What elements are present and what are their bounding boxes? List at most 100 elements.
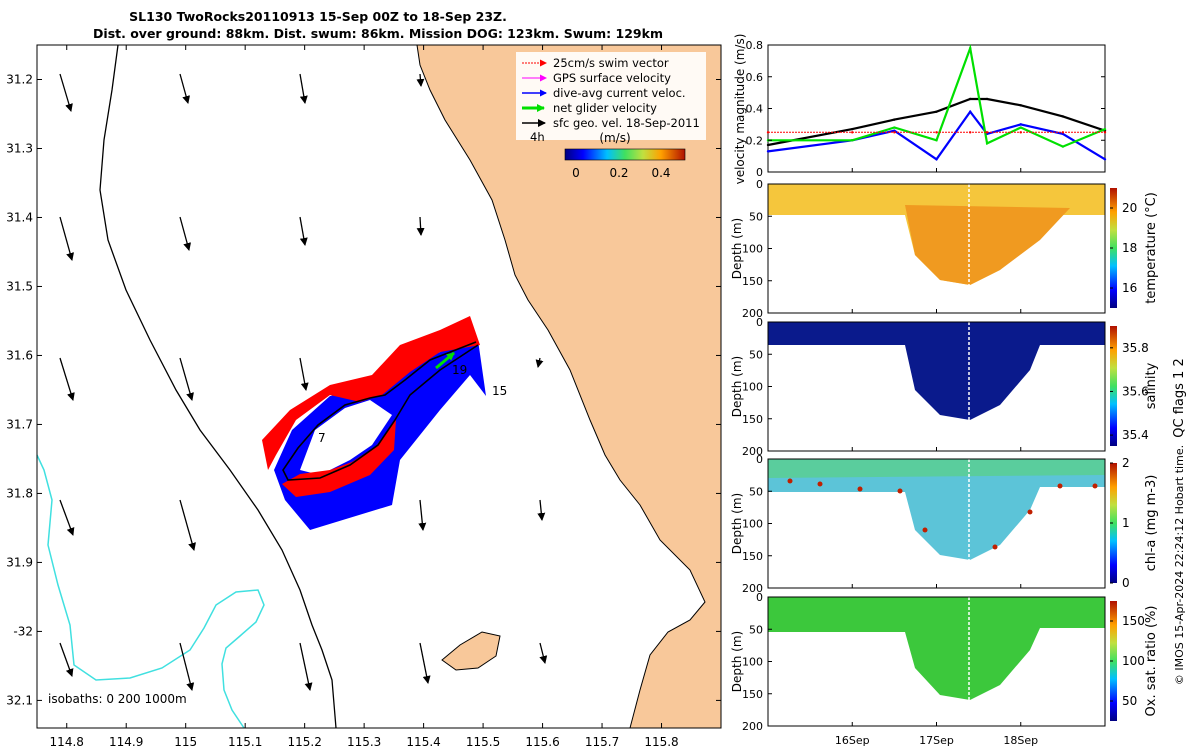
depth-tick-label: 50	[749, 210, 763, 223]
legend-label-sfc: sfc geo. vel. 18-Sep-2011	[553, 116, 700, 130]
velocity-point	[935, 139, 938, 142]
legend-label-swim: 25cm/s swim vector	[553, 56, 669, 70]
depth-tick-label: 150	[742, 550, 763, 563]
chla-surface-layer	[768, 459, 1105, 478]
oxygen-colorbar-label: Ox. sat. ratio (%)	[1144, 606, 1159, 717]
chla-field	[768, 459, 1105, 560]
velocity-arrow	[59, 499, 75, 536]
map-x-tick-label: 114.8	[50, 735, 84, 749]
velocity-point	[766, 131, 770, 134]
time-tick-label: 18Sep	[1003, 734, 1038, 747]
velocity-point	[1061, 131, 1065, 134]
map-x-tick-label: 115	[174, 735, 197, 749]
depth-tick-label: 100	[742, 656, 763, 669]
depth-tick-label: 0	[756, 453, 763, 466]
velocity-arrow	[59, 73, 73, 112]
velocity-point	[969, 46, 972, 50]
qc-flags-label: QC flags 1 2	[1172, 358, 1187, 437]
velocity-arrow	[179, 73, 190, 104]
map-x-tick-label: 115.7	[585, 735, 619, 749]
colorbar-tick-label: 35.4	[1122, 428, 1149, 442]
legend-box	[516, 52, 706, 140]
velocity-point	[969, 131, 972, 134]
qc-flag-markers	[787, 478, 1098, 550]
velocity-arrow	[299, 642, 313, 691]
colorbar-tick-label: 2	[1122, 456, 1130, 470]
map-frame	[36, 44, 722, 729]
track-label-mid: 19	[452, 363, 467, 377]
depth-axis-label: Depth (m)	[730, 356, 744, 417]
legend-label-current: dive-avg current veloc.	[553, 86, 686, 100]
velocity-arrow	[416, 216, 425, 236]
velocity-arrow	[535, 357, 544, 368]
velocity-point	[1103, 127, 1107, 131]
swim-vector-band	[262, 316, 480, 470]
figure-title-line2: Dist. over ground: 88km. Dist. swum: 86k…	[93, 26, 663, 41]
time-tick-label: 17Sep	[919, 734, 954, 747]
depth-tick-label: 0	[756, 316, 763, 329]
oxygen-colorbar	[1110, 601, 1117, 721]
map-colorbar: (m/s) 0 0.2 0.4	[564, 131, 686, 180]
velocity-arrow	[419, 642, 431, 684]
map-x-tick-label: 115.5	[466, 735, 500, 749]
map-y-tick-label: 31.9	[6, 555, 33, 569]
velocity-point	[1019, 104, 1022, 107]
velocity-arrow	[59, 642, 74, 677]
colorbar-tick-label: 35.8	[1122, 341, 1149, 355]
net-velocity-arrow	[435, 351, 455, 370]
colorbar-tick-label: 35.6	[1122, 384, 1149, 398]
oxygen-field	[768, 597, 1105, 700]
legend-tag: 4h	[530, 130, 545, 144]
depth-tick-label: 50	[749, 623, 763, 636]
qc-marker	[922, 527, 928, 533]
velocity-point	[851, 139, 854, 142]
qc-marker	[1092, 483, 1098, 489]
velocity-arrow	[59, 357, 75, 401]
velocity-arrow	[418, 499, 427, 531]
chla-panel: chl-a (mg m-3)	[767, 458, 1159, 589]
velocity-arrow	[59, 216, 74, 261]
velocity-y-tick-label: 0.8	[746, 39, 764, 52]
depth-tick-label: 100	[742, 243, 763, 256]
colorbar-tick-label: 16	[1122, 281, 1137, 295]
glider-track	[262, 316, 486, 530]
salinity-field	[768, 322, 1105, 420]
velocity-point	[1061, 145, 1065, 148]
velocity-point	[851, 127, 854, 131]
glider-path	[282, 341, 479, 481]
map-y-tick-label: 31.7	[6, 417, 33, 431]
velocity-ylabel: velocity magnitude (m/s)	[733, 34, 747, 185]
legend-label-gps: GPS surface velocity	[553, 71, 671, 85]
velocity-arrow	[539, 642, 548, 664]
swim-vector-band-lower	[282, 420, 396, 497]
map-x-tick-label: 114.9	[109, 735, 143, 749]
velocity-arrow	[299, 216, 308, 246]
velocity-point	[893, 131, 896, 134]
velocity-axes: 0 0.2 0.4 0.6 0.8	[746, 39, 1105, 179]
oxygen-panel: Ox. sat. ratio (%)	[767, 596, 1159, 727]
figure-title-line1: SL130 TwoRocks20110913 15-Sep 00Z to 18-…	[129, 9, 507, 24]
depth-axis-label: Depth (m)	[730, 218, 744, 279]
velocity-point	[893, 126, 896, 129]
salinity-colorbar-label: salinity	[1144, 362, 1159, 409]
track-label-end: 15	[492, 384, 507, 398]
salinity-panel: salinity	[767, 321, 1159, 452]
depth-tick-label: 200	[742, 720, 763, 733]
velocity-point	[766, 150, 770, 153]
map-x-tick-label: 115.3	[347, 735, 381, 749]
colorbar-tick-label: 20	[1122, 201, 1137, 215]
salinity-colorbar	[1110, 326, 1117, 446]
coastline	[416, 44, 706, 729]
velocity-panel: 0 0.2 0.4 0.6 0.8 velocity magnitude (m/s)	[733, 34, 1107, 185]
chla-colorbar-label: chl-a (mg m-3)	[1144, 475, 1159, 572]
map-colorbar-tick: 0	[572, 166, 580, 180]
land-mass	[417, 45, 721, 728]
depth-tick-label: 200	[742, 307, 763, 320]
velocity-point	[969, 110, 972, 113]
velocity-arrow	[416, 73, 425, 87]
depth-tick-label: 150	[742, 413, 763, 426]
map-y-tick-label: -32	[13, 624, 33, 638]
velocity-point	[1061, 115, 1065, 118]
